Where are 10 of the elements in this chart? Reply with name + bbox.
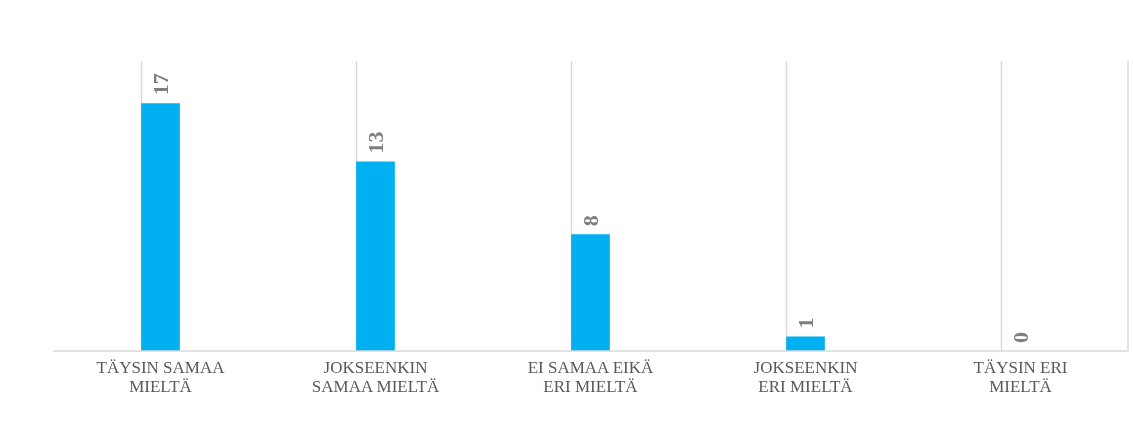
x-tick-label: TÄYSIN SAMAA MIELTÄ (96, 357, 226, 396)
data-label: 1 (792, 317, 818, 329)
x-tick-label: TÄYSIN ERI MIELTÄ (973, 357, 1068, 396)
x-tick-label: JOKSEENKIN ERI MIELTÄ (753, 357, 858, 396)
x-tick-label: EI SAMAA EIKÄ ERI MIELTÄ (527, 357, 655, 396)
data-label: 17 (147, 73, 173, 96)
data-label: 0 (1007, 332, 1033, 343)
data-label: 8 (577, 215, 603, 227)
data-label: 13 (362, 131, 388, 154)
x-tick-label: JOKSEENKIN SAMAA MIELTÄ (311, 357, 440, 396)
